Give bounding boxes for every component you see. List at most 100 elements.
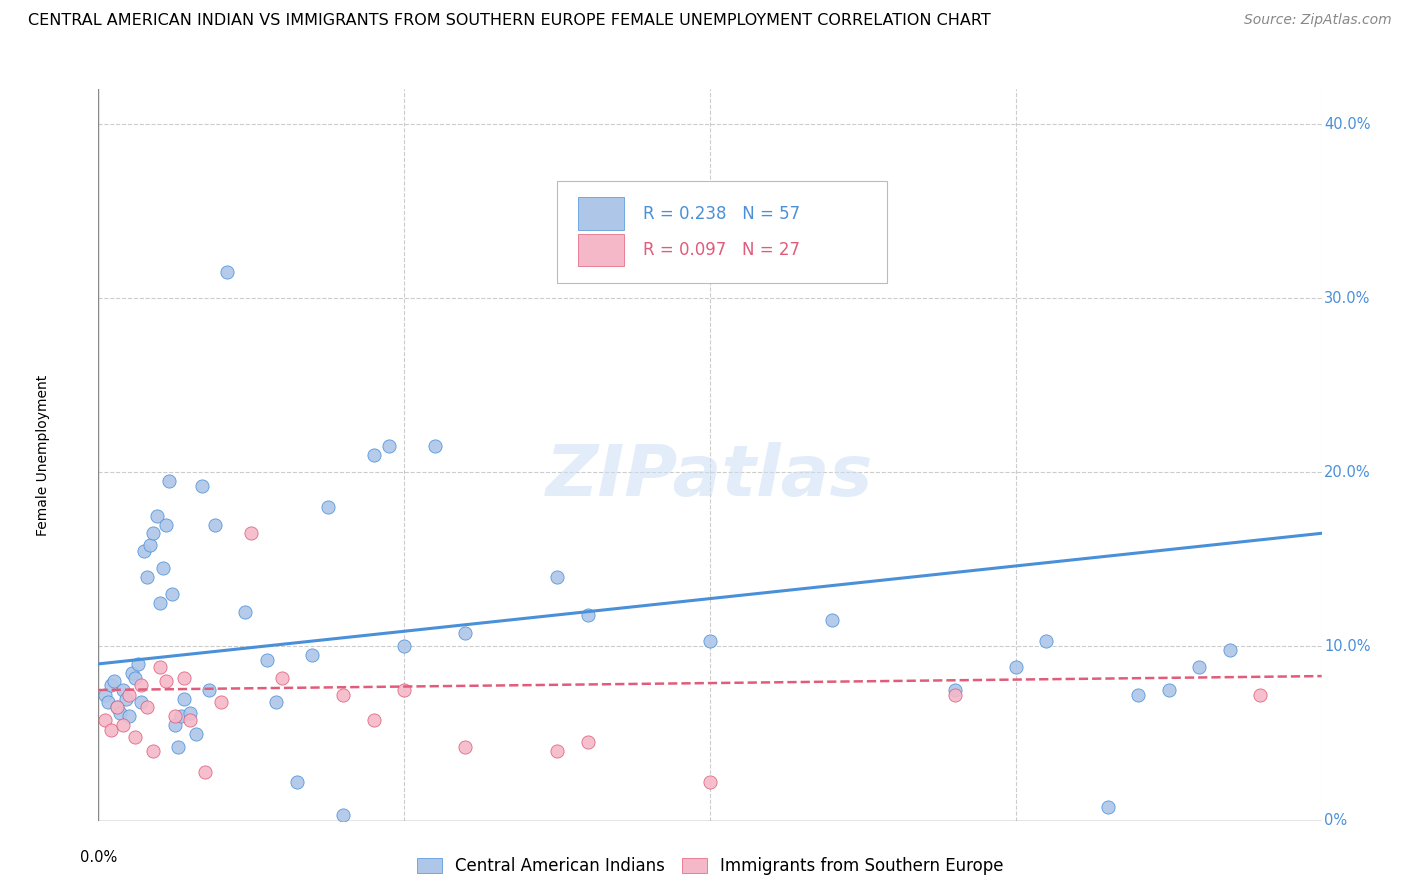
Point: [155, 674, 177, 689]
Point: [108, 706, 131, 720]
Point: [93, 688, 115, 702]
Point: [233, 605, 256, 619]
Point: [332, 688, 354, 702]
Text: 40.0%: 40.0%: [1324, 117, 1371, 131]
Text: R = 0.238   N = 57: R = 0.238 N = 57: [643, 204, 800, 222]
Point: [167, 740, 190, 755]
Point: [129, 695, 152, 709]
Point: [142, 744, 165, 758]
Point: [240, 526, 263, 541]
Point: [392, 640, 416, 654]
Legend: Central American Indians, Immigrants from Southern Europe: Central American Indians, Immigrants fro…: [411, 850, 1010, 882]
Point: [194, 764, 217, 779]
Text: Female Unemployment: Female Unemployment: [37, 375, 51, 535]
Point: [256, 653, 278, 667]
Text: 20.0%: 20.0%: [1324, 465, 1371, 480]
Point: [1188, 660, 1211, 674]
Point: [179, 706, 201, 720]
Point: [699, 634, 721, 648]
Point: [546, 744, 568, 758]
Point: [103, 674, 125, 689]
Point: [1157, 683, 1180, 698]
Text: Source: ZipAtlas.com: Source: ZipAtlas.com: [1244, 13, 1392, 28]
Point: [111, 683, 134, 698]
Point: [1128, 688, 1150, 702]
Point: [149, 596, 172, 610]
Point: [215, 265, 238, 279]
Point: [118, 709, 141, 723]
Point: [1249, 688, 1271, 702]
Point: [1004, 660, 1026, 674]
Point: [149, 660, 172, 674]
Point: [378, 439, 401, 453]
Point: [454, 740, 477, 755]
Point: [115, 691, 138, 706]
Point: [124, 730, 146, 744]
Point: [111, 718, 134, 732]
Point: [1097, 799, 1119, 814]
Point: [160, 587, 183, 601]
Text: 0.0%: 0.0%: [80, 850, 117, 865]
Point: [179, 713, 201, 727]
Point: [100, 723, 122, 737]
Point: [142, 526, 165, 541]
Point: [301, 648, 323, 663]
Point: [134, 543, 156, 558]
Point: [136, 700, 159, 714]
Point: [204, 517, 226, 532]
Text: 10.0%: 10.0%: [1324, 639, 1371, 654]
Point: [576, 608, 599, 623]
Point: [173, 671, 195, 685]
Point: [197, 683, 219, 698]
Point: [145, 508, 167, 523]
FancyBboxPatch shape: [557, 180, 887, 283]
Point: [699, 775, 721, 789]
Point: [124, 671, 146, 685]
Point: [121, 665, 143, 680]
Text: CENTRAL AMERICAN INDIAN VS IMMIGRANTS FROM SOUTHERN EUROPE FEMALE UNEMPLOYMENT C: CENTRAL AMERICAN INDIAN VS IMMIGRANTS FR…: [28, 13, 991, 29]
Point: [139, 539, 162, 553]
Point: [173, 691, 195, 706]
Point: [1035, 634, 1057, 648]
Point: [943, 683, 966, 698]
Point: [316, 500, 339, 515]
Point: [93, 713, 115, 727]
Point: [186, 726, 208, 740]
Point: [163, 718, 186, 732]
Point: [97, 695, 120, 709]
Text: R = 0.097   N = 27: R = 0.097 N = 27: [643, 241, 800, 259]
Point: [363, 448, 385, 462]
Point: [170, 709, 193, 723]
Point: [264, 695, 287, 709]
Point: [332, 808, 354, 822]
Point: [118, 688, 141, 702]
Point: [363, 713, 385, 727]
Text: 0%: 0%: [1324, 814, 1347, 828]
Point: [392, 683, 416, 698]
FancyBboxPatch shape: [578, 197, 624, 229]
Point: [209, 695, 232, 709]
Point: [191, 479, 214, 493]
Point: [454, 625, 477, 640]
Point: [270, 671, 292, 685]
Point: [105, 700, 128, 714]
Point: [136, 570, 159, 584]
Point: [152, 561, 174, 575]
Text: 30.0%: 30.0%: [1324, 291, 1371, 306]
Point: [576, 735, 599, 749]
Point: [546, 570, 568, 584]
Point: [105, 700, 128, 714]
Point: [100, 678, 122, 692]
Point: [423, 439, 446, 453]
Point: [163, 709, 186, 723]
Point: [285, 775, 308, 789]
Point: [821, 613, 844, 627]
Point: [943, 688, 966, 702]
Point: [157, 474, 180, 488]
FancyBboxPatch shape: [578, 234, 624, 266]
Point: [129, 678, 152, 692]
Point: [155, 517, 177, 532]
Point: [1219, 643, 1241, 657]
Point: [127, 657, 149, 671]
Text: ZIPatlas: ZIPatlas: [547, 442, 873, 511]
